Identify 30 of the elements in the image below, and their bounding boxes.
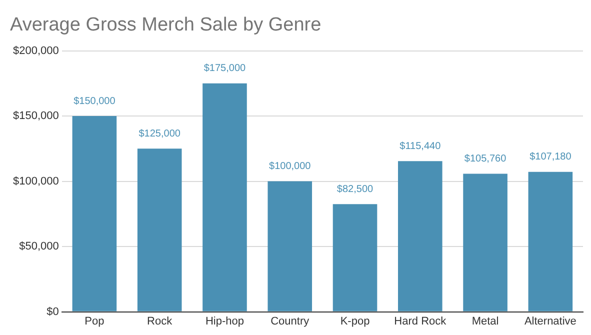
bar (268, 181, 312, 312)
bar (202, 83, 247, 312)
bar (72, 116, 117, 312)
chart-title: Average Gross Merch Sale by Genre (10, 14, 322, 36)
x-tick-label: Hard Rock (394, 315, 447, 328)
data-label: $107,180 (530, 152, 572, 163)
y-tick-label: $200,000 (12, 44, 59, 57)
y-tick-label: $50,000 (19, 240, 59, 253)
x-tick-label: Metal (472, 315, 499, 328)
y-tick-label: $0 (46, 306, 59, 318)
y-tick-label: $150,000 (12, 110, 59, 122)
x-tick-label: Pop (84, 315, 104, 328)
x-tick-label: Country (270, 315, 310, 328)
bar (398, 161, 442, 312)
bar (332, 204, 378, 312)
bar (463, 174, 508, 312)
bar (137, 148, 182, 312)
y-tick-label: $100,000 (12, 175, 59, 188)
data-label: $125,000 (138, 128, 181, 140)
data-label: $82,500 (336, 184, 374, 195)
data-label: $100,000 (269, 161, 312, 172)
data-label: $150,000 (74, 96, 116, 107)
data-label: $175,000 (204, 63, 246, 74)
data-label: $105,760 (464, 154, 507, 165)
x-tick-label: Hip-hop (205, 315, 244, 328)
x-tick-label: Rock (147, 315, 173, 328)
x-tick-label: Alternative (524, 315, 576, 328)
data-label: $115,440 (400, 140, 442, 152)
bar (528, 172, 573, 312)
x-tick-label: K-pop (340, 315, 370, 328)
